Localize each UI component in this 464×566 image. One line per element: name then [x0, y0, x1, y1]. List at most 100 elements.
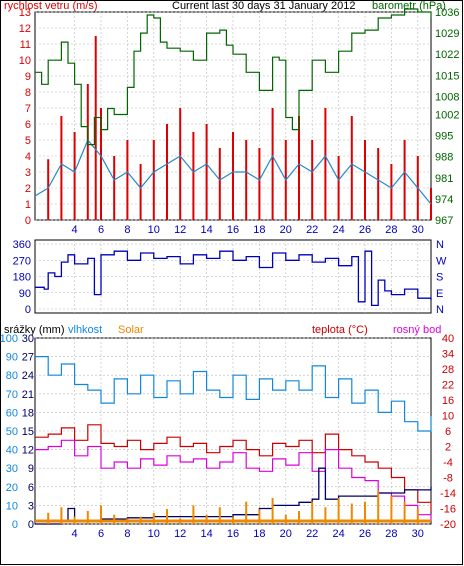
wind-x-tick-label: 24 — [332, 224, 344, 236]
barometer-y-tick-label: 1022 — [435, 49, 459, 61]
legend-humidity: vlhkost — [68, 324, 102, 336]
wind_avg-line — [34, 138, 432, 205]
wind-y-tick-label: 11 — [20, 39, 31, 51]
legend-dewpoint: rosný bod — [393, 324, 441, 336]
compass-tick-label: W — [436, 255, 447, 267]
barometer-y-tick-label: 1015 — [435, 70, 459, 82]
climate-x-tick-label: 24 — [332, 528, 344, 540]
baro-line — [35, 8, 432, 146]
direction-series — [35, 250, 432, 307]
wind-y-tick-label: 0 — [25, 215, 31, 227]
temperature-y-tick-label: 40 — [442, 333, 454, 345]
legend-temperature: teplota (°C) — [312, 324, 368, 336]
humidity-y-ticks: 0 10 20 30 40 50 60 70 80 90 100 — [0, 333, 18, 531]
wind-y-tick-label: 3 — [25, 167, 31, 179]
rain-y-tick-label: 6 — [28, 482, 34, 494]
wind-direction-line — [35, 250, 432, 307]
humidity-y-tick-label: 70 — [6, 389, 18, 401]
humidity-y-tick-label: 90 — [6, 352, 18, 364]
rain-y-tick-label: 21 — [22, 389, 34, 401]
compass-tick-label: S — [436, 272, 443, 284]
wind-y-tick-label: 8 — [25, 87, 31, 99]
legend-solar: Solar — [118, 324, 144, 336]
wind-x-tick-label: 30 — [412, 224, 424, 236]
wind-y-tick-label: 7 — [25, 103, 31, 115]
temperature-y-tick-label: 2 — [445, 442, 451, 454]
chart-title: Current last 30 days 31 January 2012 — [172, 0, 355, 12]
temperature-y-tick-label: 34 — [442, 349, 454, 361]
rain-y-tick-label: 30 — [22, 333, 34, 345]
wind-y-tick-label: 1 — [25, 199, 31, 211]
compass-tick-label: E — [436, 288, 443, 300]
barometer-y-tick-label: 988 — [435, 152, 453, 164]
barometer-y-tick-label: 1002 — [435, 109, 459, 121]
direction-y-tick-label: 0 — [25, 304, 31, 316]
climate-x-tick-label: 4 — [72, 528, 78, 540]
wind-axis-label: rychlost vetru (m/s) — [4, 0, 98, 12]
wind-x-tick-label: 10 — [148, 224, 160, 236]
climate-x-tick-label: 12 — [174, 528, 186, 540]
climate-x-tick-label: 30 — [412, 528, 424, 540]
climate-x-tick-label: 14 — [200, 528, 212, 540]
rain-y-tick-label: 24 — [22, 370, 34, 382]
climate-x-tick-label: 22 — [306, 528, 318, 540]
humidity-y-tick-label: 100 — [0, 333, 18, 345]
temperature-y-tick-label: -14 — [440, 488, 456, 500]
direction-y-tick-label: 90 — [19, 288, 31, 300]
rain-y-tick-label: 3 — [28, 500, 34, 512]
rain-y-ticks: 0 3 6 9 12 15 18 21 24 27 30 — [22, 333, 34, 531]
climate-x-tick-label: 8 — [124, 528, 130, 540]
barometer-y-tick-label: 995 — [435, 131, 453, 143]
dew-line — [35, 439, 432, 521]
barometer-y-tick-label: 1036 — [435, 7, 459, 19]
climate-x-tick-label: 20 — [280, 528, 292, 540]
humidity-y-tick-label: 60 — [6, 407, 18, 419]
wind-x-tick-label: 16 — [227, 224, 239, 236]
wind-x-tick-label: 4 — [72, 224, 78, 236]
wind-x-tick-label: 20 — [280, 224, 292, 236]
climate-x-tick-label: 26 — [359, 528, 371, 540]
humidity-y-tick-label: 10 — [6, 500, 18, 512]
temperature-y-tick-label: -20 — [440, 519, 456, 531]
climate-x-tick-label: 16 — [227, 528, 239, 540]
direction-y-tick-label: 360 — [13, 239, 31, 251]
rain-y-tick-label: 12 — [22, 445, 34, 457]
wind-y-tick-label: 12 — [19, 23, 31, 35]
wind-y-tick-label: 13 — [19, 7, 31, 19]
direction-y-left-ticks: 0 90 180 270 360 — [13, 239, 31, 316]
direction-y-tick-label: 270 — [13, 255, 31, 267]
compass-tick-label: N — [436, 304, 444, 316]
legend-rain: srážky (mm) — [4, 324, 65, 336]
temperature-y-tick-label: 28 — [442, 364, 454, 376]
rain-y-tick-label: 9 — [28, 463, 34, 475]
wind-y-tick-label: 9 — [25, 71, 31, 83]
humidity-y-tick-label: 50 — [6, 426, 18, 438]
wind-x-tick-label: 8 — [124, 224, 130, 236]
temperature-y-tick-label: -8 — [443, 473, 453, 485]
wind-x-tick-label: 6 — [98, 224, 104, 236]
wind-y-tick-label: 2 — [25, 183, 31, 195]
wind-x-tick-label: 28 — [385, 224, 397, 236]
humidity-line — [35, 356, 432, 432]
climate-x-tick-label: 18 — [253, 528, 265, 540]
humidity-y-tick-label: 40 — [6, 445, 18, 457]
wind-x-ticks: 4 6 8 10 12 14 16 18 20 22 24 26 28 30 — [72, 224, 424, 236]
wind-x-tick-label: 12 — [174, 224, 186, 236]
humidity-y-tick-label: 30 — [6, 463, 18, 475]
climate-x-tick-label: 6 — [98, 528, 104, 540]
barometer-y-tick-label: 967 — [435, 215, 453, 227]
wind-x-tick-label: 18 — [253, 224, 265, 236]
barometer-y-tick-label: 974 — [435, 194, 453, 206]
humidity-y-tick-label: 20 — [6, 482, 18, 494]
compass-tick-label: N — [436, 239, 444, 251]
direction-y-tick-label: 180 — [13, 272, 31, 284]
wind-x-tick-label: 26 — [359, 224, 371, 236]
wind-x-tick-label: 22 — [306, 224, 318, 236]
humidity-y-tick-label: 80 — [6, 370, 18, 382]
